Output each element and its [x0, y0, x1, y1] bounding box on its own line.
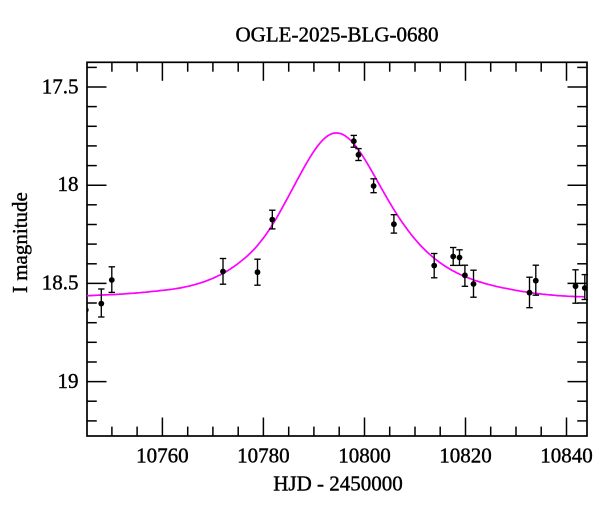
svg-text:19: 19 — [58, 369, 79, 393]
svg-text:18.5: 18.5 — [42, 271, 79, 295]
svg-text:I magnitude: I magnitude — [8, 192, 32, 293]
svg-text:10800: 10800 — [338, 444, 391, 468]
svg-text:17.5: 17.5 — [42, 75, 79, 99]
svg-text:10780: 10780 — [237, 444, 290, 468]
svg-text:18: 18 — [58, 172, 79, 196]
svg-text:10760: 10760 — [136, 444, 189, 468]
svg-text:HJD - 2450000: HJD - 2450000 — [273, 472, 403, 496]
svg-text:10840: 10840 — [540, 444, 593, 468]
svg-text:OGLE-2025-BLG-0680: OGLE-2025-BLG-0680 — [236, 22, 439, 46]
svg-text:10820: 10820 — [439, 444, 492, 468]
